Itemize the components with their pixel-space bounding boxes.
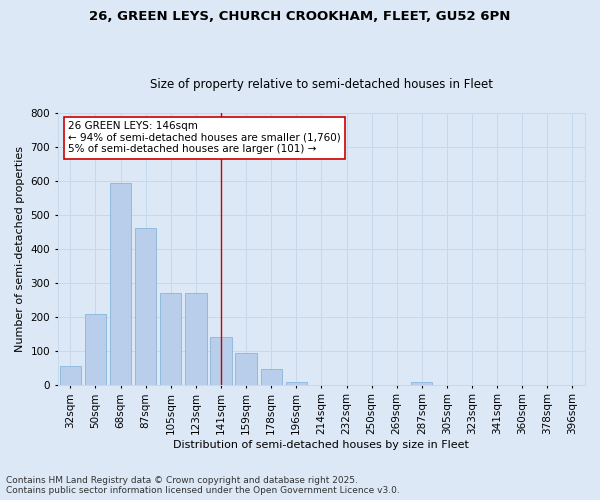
Y-axis label: Number of semi-detached properties: Number of semi-detached properties — [15, 146, 25, 352]
Bar — [85, 314, 106, 384]
Bar — [211, 337, 232, 384]
Bar — [185, 293, 206, 384]
X-axis label: Distribution of semi-detached houses by size in Fleet: Distribution of semi-detached houses by … — [173, 440, 469, 450]
Text: 26 GREEN LEYS: 146sqm
← 94% of semi-detached houses are smaller (1,760)
5% of se: 26 GREEN LEYS: 146sqm ← 94% of semi-deta… — [68, 121, 341, 154]
Bar — [110, 184, 131, 384]
Text: Contains HM Land Registry data © Crown copyright and database right 2025.
Contai: Contains HM Land Registry data © Crown c… — [6, 476, 400, 495]
Bar — [160, 293, 181, 384]
Bar — [286, 382, 307, 384]
Bar — [60, 366, 81, 384]
Title: Size of property relative to semi-detached houses in Fleet: Size of property relative to semi-detach… — [150, 78, 493, 91]
Bar — [260, 370, 282, 384]
Bar — [235, 353, 257, 384]
Text: 26, GREEN LEYS, CHURCH CROOKHAM, FLEET, GU52 6PN: 26, GREEN LEYS, CHURCH CROOKHAM, FLEET, … — [89, 10, 511, 23]
Bar — [135, 228, 157, 384]
Bar — [411, 382, 433, 384]
